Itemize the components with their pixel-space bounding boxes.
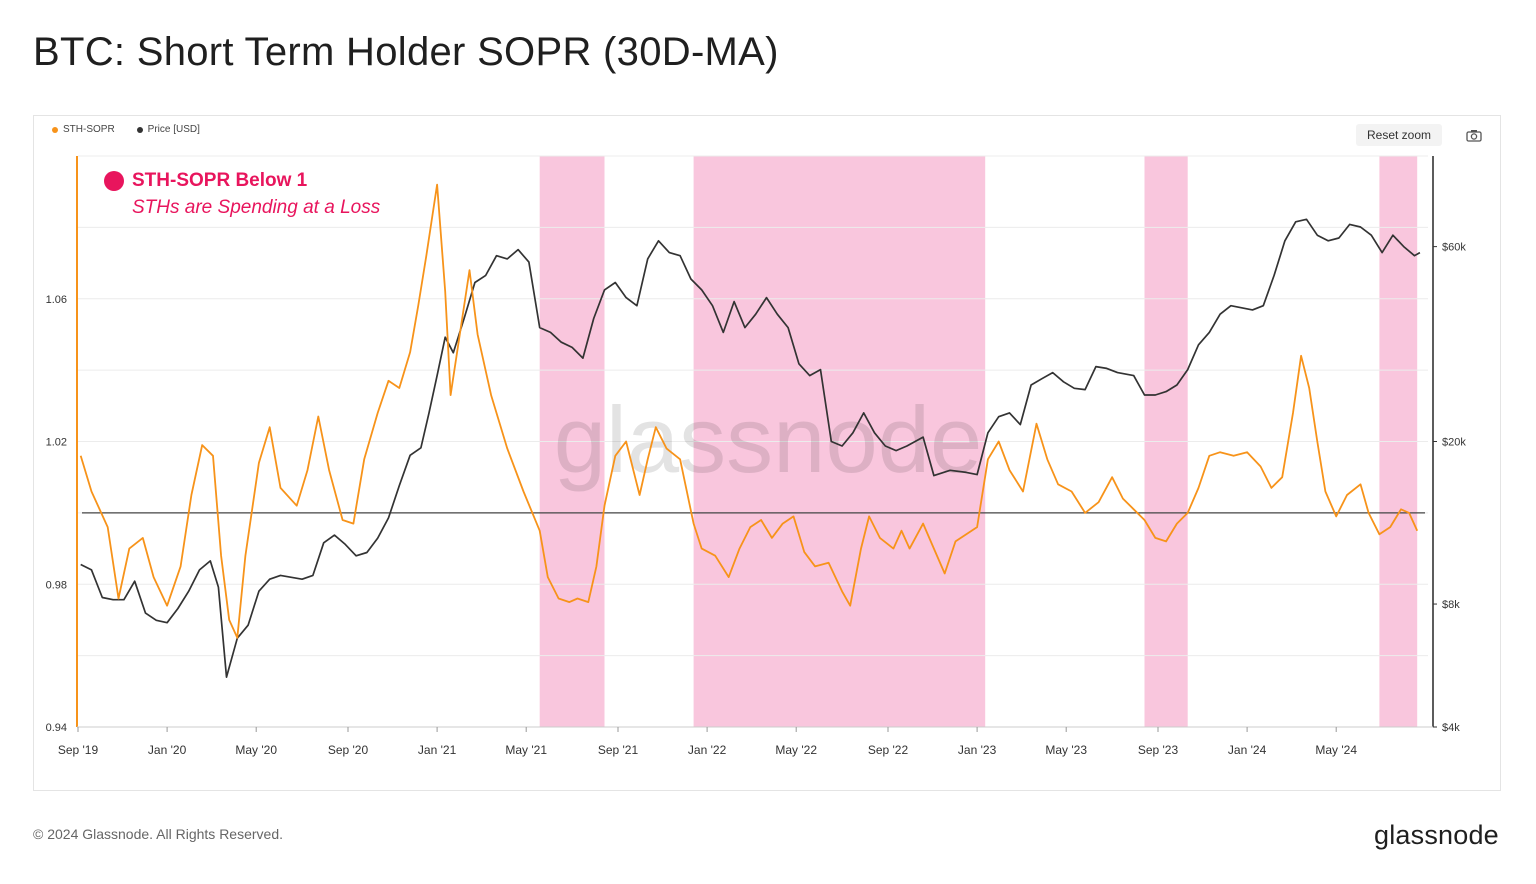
- left-tick-label: 0.98: [46, 579, 67, 591]
- right-tick-label: $8k: [1442, 599, 1460, 611]
- x-tick-label: May '22: [775, 743, 817, 757]
- right-tick-label: $4k: [1442, 722, 1460, 734]
- legend-dot-sth-sopr: [52, 126, 58, 133]
- x-tick-label: May '24: [1315, 743, 1357, 757]
- x-tick-label: Jan '20: [148, 743, 187, 757]
- x-tick-label: Jan '22: [688, 743, 727, 757]
- left-tick-label: 1.02: [46, 437, 67, 449]
- series-line-sth-sopr: [79, 183, 1419, 639]
- x-tick-label: Sep '22: [868, 743, 909, 757]
- x-tick-label: May '20: [235, 743, 277, 757]
- annotation-subtitle: STHs are Spending at a Loss: [132, 197, 381, 218]
- series-line-price: [80, 218, 1421, 678]
- reset-zoom-button[interactable]: Reset zoom: [1356, 124, 1442, 146]
- chart-legend: STH-SOPR Price [USD]: [52, 124, 200, 135]
- copyright-footer: © 2024 Glassnode. All Rights Reserved.: [33, 826, 284, 842]
- left-tick-label: 0.94: [46, 722, 67, 734]
- brand-logo: glassnode: [1374, 820, 1499, 850]
- legend-label-sth-sopr: STH-SOPR: [63, 124, 115, 135]
- x-tick-label: Jan '23: [958, 743, 997, 757]
- x-tick-label: Sep '20: [328, 743, 369, 757]
- x-tick-label: Jan '21: [418, 743, 457, 757]
- legend-label-price: Price [USD]: [147, 124, 200, 135]
- x-tick-label: Sep '19: [58, 743, 99, 757]
- annotation-bullet-icon: [104, 171, 124, 191]
- x-tick-label: May '23: [1045, 743, 1087, 757]
- x-tick-label: May '21: [505, 743, 547, 757]
- annotation-title: STH-SOPR Below 1: [104, 170, 307, 192]
- watermark: glassnode: [554, 387, 983, 492]
- legend-dot-price: [136, 126, 143, 133]
- right-tick-label: $20k: [1442, 437, 1466, 449]
- camera-icon[interactable]: [1463, 125, 1485, 145]
- page-title: BTC: Short Term Holder SOPR (30D-MA): [33, 30, 779, 74]
- legend-item-price[interactable]: Price [USD]: [136, 124, 200, 135]
- legend-item-sth-sopr[interactable]: STH-SOPR: [52, 124, 115, 135]
- annotation-title-text: STH-SOPR Below 1: [132, 170, 308, 191]
- chart-panel: [33, 115, 1501, 791]
- right-tick-label: $60k: [1442, 242, 1466, 254]
- x-tick-label: Sep '21: [598, 743, 639, 757]
- x-tick-label: Sep '23: [1138, 743, 1179, 757]
- left-tick-label: 1.06: [46, 294, 67, 306]
- x-tick-label: Jan '24: [1228, 743, 1267, 757]
